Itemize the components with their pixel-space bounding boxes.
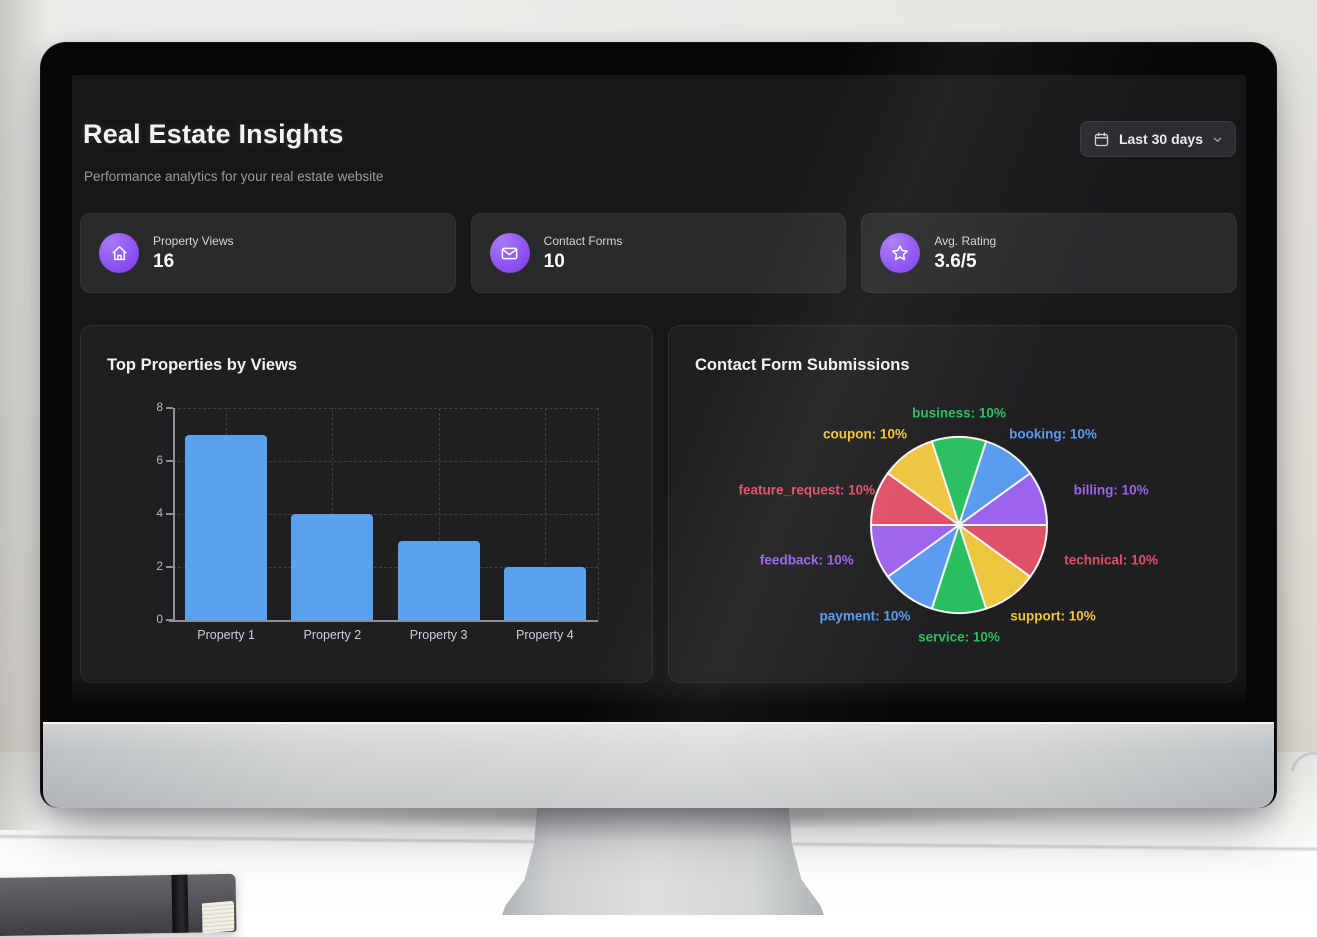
y-tick-label: 6	[133, 453, 163, 467]
stat-card-contact-forms: Contact Forms 10	[471, 213, 847, 293]
y-tick-label: 0	[133, 612, 163, 626]
gridline-vertical	[598, 408, 599, 620]
x-category-label: Property 2	[279, 628, 385, 642]
x-category-label: Property 4	[492, 628, 598, 642]
y-axis-line	[173, 408, 175, 620]
pie-label-business: business: 10%	[912, 406, 1006, 421]
notebook-pages	[202, 901, 234, 934]
stat-label: Avg. Rating	[934, 234, 996, 248]
stat-label: Contact Forms	[544, 234, 623, 248]
star-icon	[880, 233, 920, 273]
y-tick-label: 2	[133, 559, 163, 573]
pie-label-booking: booking: 10%	[1009, 427, 1097, 442]
monitor-bezel: Real Estate Insights Performance analyti…	[40, 42, 1277, 808]
bar	[185, 435, 267, 621]
stat-value: 3.6/5	[934, 251, 996, 273]
x-category-label: Property 1	[173, 628, 279, 642]
page-subtitle: Performance analytics for your real esta…	[84, 169, 383, 184]
bar	[504, 567, 586, 620]
y-tick-label: 8	[133, 400, 163, 414]
y-tick-mark	[166, 566, 173, 568]
pie-label-feature_request: feature_request: 10%	[739, 483, 876, 498]
dashboard-screen: Real Estate Insights Performance analyti…	[72, 75, 1246, 702]
pie-chart: business: 10%booking: 10% billing: 10% tec…	[669, 326, 1236, 682]
stat-label: Property Views	[153, 234, 233, 248]
home-icon	[99, 233, 139, 273]
y-tick-label: 4	[133, 506, 163, 520]
wall-background: Real Estate Insights Performance analyti…	[0, 0, 1317, 915]
pie-label-feedback: feedback: 10%	[760, 552, 854, 567]
y-tick-mark	[166, 460, 173, 462]
x-category-label: Property 3	[386, 628, 492, 642]
pie-chart-panel: Contact Form Submissions business: 10%bo…	[668, 325, 1237, 683]
y-tick-mark	[166, 513, 173, 515]
stat-value: 10	[544, 251, 623, 273]
monitor-chin	[43, 722, 1274, 808]
date-range-label: Last 30 days	[1119, 131, 1203, 147]
bar	[291, 514, 373, 620]
pie-label-service: service: 10%	[918, 630, 1000, 645]
y-tick-mark	[166, 619, 173, 621]
x-axis-line	[169, 620, 598, 622]
pie-label-coupon: coupon: 10%	[823, 427, 907, 442]
pie-label-support: support: 10%	[1010, 608, 1096, 623]
pie-label-billing: billing: 10%	[1074, 483, 1149, 498]
page-title: Real Estate Insights	[83, 119, 344, 150]
mail-icon	[490, 233, 530, 273]
notebook	[0, 874, 236, 936]
stat-value: 16	[153, 251, 233, 273]
stat-cards-row: Property Views 16 Contact Forms 10	[80, 213, 1237, 293]
notebook-band	[171, 875, 188, 933]
stat-card-property-views: Property Views 16	[80, 213, 456, 293]
gridline-horizontal	[173, 408, 598, 409]
pie-label-payment: payment: 10%	[820, 608, 911, 623]
chevron-down-icon	[1212, 134, 1223, 145]
monitor-stand	[502, 804, 824, 915]
y-tick-mark	[166, 407, 173, 409]
bar	[398, 541, 480, 621]
stat-card-avg-rating: Avg. Rating 3.6/5	[861, 213, 1237, 293]
date-range-dropdown[interactable]: Last 30 days	[1080, 121, 1236, 157]
calendar-icon	[1093, 131, 1110, 148]
pie-label-technical: technical: 10%	[1064, 552, 1158, 567]
